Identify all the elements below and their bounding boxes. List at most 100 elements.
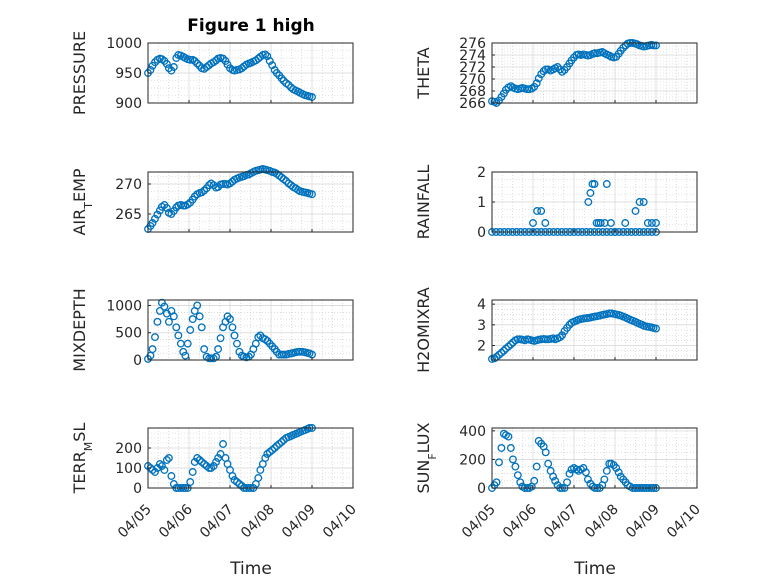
data-point [160, 302, 169, 311]
y-tick-label: 1000 [106, 298, 142, 314]
data-point [541, 219, 550, 227]
data-point [151, 333, 159, 342]
data-point [579, 464, 588, 472]
data-point [155, 306, 164, 315]
data-point [619, 43, 628, 52]
data-point [226, 315, 234, 324]
y-label-subscript: T [82, 202, 95, 210]
data-point [169, 312, 178, 321]
y-tick-label: 1000 [106, 36, 142, 52]
data-point [284, 81, 293, 89]
y-axis-label: PRESSURE [70, 31, 89, 115]
x-axis-label-right: Time [573, 559, 616, 579]
y-axis-label: RAINFALL [414, 165, 433, 240]
y-tick-label: 950 [115, 66, 142, 82]
data-point [639, 198, 648, 206]
data-point [504, 432, 513, 441]
y-label-part: AIR [70, 209, 89, 236]
data-point [530, 476, 539, 485]
data-point [212, 458, 221, 466]
y-tick-label: 265 [115, 207, 142, 223]
data-point [621, 41, 630, 50]
data-point [621, 219, 630, 227]
data-point [279, 350, 288, 359]
data-point [590, 49, 599, 58]
data-point [186, 478, 195, 486]
data-point [172, 323, 181, 332]
data-point [195, 456, 204, 464]
data-point [181, 351, 190, 360]
data-point [261, 454, 270, 462]
y-label-part: EMP [70, 168, 89, 202]
data-point [513, 471, 522, 480]
y-label-part: SL [70, 423, 89, 442]
axes-box [147, 299, 354, 361]
data-point [584, 198, 593, 206]
data-point [563, 478, 571, 487]
data-point [164, 64, 173, 73]
data-point [214, 345, 223, 354]
y-label-subscript: M [82, 442, 95, 452]
data-point [532, 79, 541, 88]
data-point [270, 444, 279, 452]
x-axis-label-left: Time [229, 559, 272, 579]
data-point [506, 444, 515, 452]
data-point [148, 219, 157, 227]
data-point [162, 204, 171, 212]
data-point [153, 317, 162, 326]
data-point [228, 472, 237, 480]
data-point [164, 454, 173, 462]
data-point [251, 339, 260, 348]
data-point [612, 464, 621, 472]
data-point [506, 340, 515, 349]
data-point [183, 339, 192, 348]
data-point [209, 462, 218, 470]
data-point [193, 301, 202, 310]
data-point [553, 63, 562, 71]
data-point [193, 59, 202, 68]
data-point [207, 354, 216, 363]
y-tick-label: 276 [459, 36, 486, 52]
data-point [277, 74, 286, 83]
data-point [583, 475, 592, 484]
y-tick-label: 268 [459, 84, 486, 100]
data-point [254, 333, 263, 342]
data-point [151, 214, 159, 223]
data-point [652, 219, 660, 227]
data-point [499, 346, 508, 355]
y-tick-label: 200 [459, 452, 486, 468]
data-point [179, 347, 188, 356]
data-point [541, 448, 550, 457]
data-point [200, 186, 209, 195]
y-axis-label: MIXDEPTH [70, 288, 89, 371]
y-tick-label: 2 [477, 165, 486, 181]
data-point [652, 324, 660, 333]
data-point [197, 323, 206, 332]
data-point [169, 480, 178, 488]
data-point [537, 207, 546, 215]
y-tick-label: 1 [477, 195, 486, 211]
panel-3: 265 270 AIRTEMP [70, 165, 354, 236]
data-point [216, 450, 225, 458]
data-point [635, 198, 644, 206]
axes-box [491, 299, 698, 361]
data-point [254, 474, 263, 482]
data-point [164, 317, 173, 326]
data-point [167, 472, 176, 480]
data-point [296, 347, 305, 356]
data-point [151, 468, 159, 476]
y-tick-label: 200 [115, 441, 142, 457]
y-label-part: TERR [70, 451, 89, 494]
y-tick-label: 266 [459, 96, 486, 112]
y-tick-label: 0 [133, 353, 142, 369]
data-point [233, 339, 241, 348]
y-tick-label: 0 [477, 225, 486, 241]
data-point [590, 180, 599, 188]
data-point [492, 478, 501, 487]
y-label-subscript: F [426, 453, 439, 459]
y-tick-label: 270 [115, 177, 142, 193]
data-point [160, 466, 169, 474]
data-point [228, 323, 237, 332]
axes-box [147, 427, 354, 489]
